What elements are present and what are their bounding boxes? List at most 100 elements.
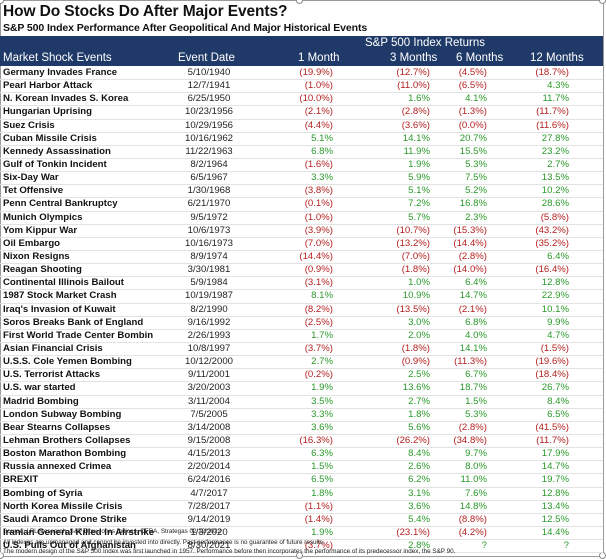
table-row: Six-Day War 6/5/1967 3.3% 5.9% 7.5% 13.5% bbox=[0, 172, 603, 186]
return-3-months: (1.8%) bbox=[401, 342, 430, 354]
event-name: 1987 Stock Market Crash bbox=[3, 290, 117, 302]
event-date: 8/2/1964 bbox=[190, 158, 228, 170]
return-6-months: (4.2%) bbox=[458, 526, 487, 538]
return-3-months: 1.9% bbox=[408, 158, 430, 170]
return-1-month: 8.1% bbox=[311, 290, 333, 302]
return-12-months: 9.9% bbox=[547, 316, 569, 328]
event-name: Oil Embargo bbox=[3, 237, 61, 249]
event-date: 8/9/1974 bbox=[190, 250, 228, 262]
return-12-months: 12.8% bbox=[541, 277, 569, 289]
event-date: 6/5/1967 bbox=[190, 172, 228, 184]
return-1-month: (10.0%) bbox=[299, 93, 333, 105]
event-date: 5/9/1984 bbox=[190, 277, 228, 289]
return-3-months: 5.6% bbox=[408, 421, 430, 433]
return-3-months: 2.0% bbox=[408, 329, 430, 341]
return-12-months: (18.4%) bbox=[535, 369, 569, 381]
event-name: Nixon Resigns bbox=[3, 250, 70, 262]
return-6-months: 6.8% bbox=[465, 316, 487, 328]
return-1-month: (16.3%) bbox=[299, 434, 333, 446]
resize-handle-top-left[interactable] bbox=[0, 0, 4, 4]
return-3-months: 10.9% bbox=[402, 290, 430, 302]
event-name: London Subway Bombing bbox=[3, 408, 122, 420]
return-1-month: 3.3% bbox=[311, 172, 333, 184]
event-name: U.S.S. Cole Yemen Bombing bbox=[3, 356, 132, 368]
header-12-months: 12 Months bbox=[530, 52, 584, 64]
return-3-months: 5.9% bbox=[408, 172, 430, 184]
return-3-months: (1.8%) bbox=[401, 264, 430, 276]
page-subtitle: S&P 500 Index Performance After Geopolit… bbox=[3, 22, 368, 34]
return-3-months: (12.7%) bbox=[396, 67, 430, 78]
return-1-month: 2.7% bbox=[311, 356, 333, 368]
event-name: U.S. Pulls Out of Afghanistan bbox=[3, 540, 136, 552]
event-date: 7/28/2017 bbox=[187, 500, 231, 512]
return-1-month: (8.2%) bbox=[304, 303, 333, 315]
return-12-months: 19.7% bbox=[541, 474, 569, 486]
footnote-disclaimer: All indexes are unmanaged and cannot be … bbox=[3, 539, 325, 546]
return-1-month: 6.3% bbox=[311, 448, 333, 460]
event-name: Munich Olympics bbox=[3, 211, 83, 223]
return-1-month: (3.7%) bbox=[304, 342, 333, 354]
return-1-month: (1.4%) bbox=[304, 513, 333, 525]
return-1-month: 5.1% bbox=[311, 132, 333, 144]
event-date: 10/16/1973 bbox=[184, 237, 233, 249]
header-1-month: 1 Month bbox=[298, 52, 340, 64]
event-date: 6/24/2016 bbox=[187, 474, 231, 486]
return-3-months: 5.1% bbox=[408, 185, 430, 197]
event-name: Yom Kippur War bbox=[3, 224, 78, 236]
event-name: Asian Financial Crisis bbox=[3, 342, 103, 354]
footnote-methodology: The modern design of the S&P 500 Index w… bbox=[3, 548, 456, 555]
event-date: 9/11/2001 bbox=[188, 369, 230, 381]
event-name: North Korea Missile Crisis bbox=[3, 500, 123, 512]
event-date: 1/3/2020 bbox=[190, 526, 228, 538]
return-1-month: (19.9%) bbox=[299, 67, 333, 78]
event-date: 1/30/1968 bbox=[187, 185, 231, 197]
return-3-months: 7.2% bbox=[408, 198, 430, 210]
event-date: 10/12/2000 bbox=[184, 356, 233, 368]
table-header: S&P 500 Index Returns Market Shock Event… bbox=[0, 36, 603, 66]
return-6-months: 14.8% bbox=[459, 500, 487, 512]
event-date: 8/2/1990 bbox=[190, 303, 228, 315]
table-row: Kennedy Assassination 11/22/1963 6.8% 11.9%… bbox=[0, 146, 603, 159]
event-name: BREXIT bbox=[3, 474, 39, 486]
event-name: Gulf of Tonkin Incident bbox=[3, 158, 107, 170]
return-12-months: (11.6%) bbox=[536, 119, 569, 131]
table-row: Saudi Aramco Drone Strike 9/14/2019 (1.4%)… bbox=[0, 514, 603, 527]
return-1-month: (3.8%) bbox=[304, 185, 333, 197]
return-6-months: (0.0%) bbox=[458, 119, 487, 131]
header-events: Market Shock Events bbox=[3, 52, 112, 64]
return-6-months: 14.1% bbox=[459, 342, 487, 354]
table-row: N. Korean Invades S. Korea 6/25/1950 (10.0… bbox=[0, 93, 603, 107]
header-group-label: S&P 500 Index Returns bbox=[365, 37, 485, 49]
resize-handle-top-center[interactable] bbox=[296, 0, 303, 4]
return-12-months: ? bbox=[563, 540, 569, 552]
return-1-month: 1.9% bbox=[311, 526, 333, 538]
return-6-months: 6.7% bbox=[465, 369, 487, 381]
return-1-month: (14.4%) bbox=[299, 250, 333, 262]
event-name: Six-Day War bbox=[3, 172, 59, 184]
table-row: 1987 Stock Market Crash 10/19/1987 8.1% 10.… bbox=[0, 290, 603, 304]
return-1-month: 1.5% bbox=[311, 461, 333, 473]
return-3-months: 13.6% bbox=[402, 382, 430, 394]
return-12-months: 14.4% bbox=[541, 526, 569, 538]
return-1-month: 3.3% bbox=[311, 408, 333, 420]
event-name: Russia annexed Crimea bbox=[3, 461, 112, 473]
return-12-months: 12.8% bbox=[541, 487, 569, 499]
event-date: 4/15/2013 bbox=[187, 448, 231, 460]
return-6-months: 5.3% bbox=[465, 408, 487, 420]
return-3-months: (3.6%) bbox=[401, 119, 430, 131]
table-row: U.S. Pulls Out of Afghanistan 8/30/2021 (3… bbox=[0, 540, 603, 554]
event-date: 2/26/1993 bbox=[187, 329, 231, 341]
return-6-months: (2.1%) bbox=[458, 303, 487, 315]
return-12-months: 6.4% bbox=[547, 250, 569, 262]
return-12-months: 13.4% bbox=[541, 500, 569, 512]
return-12-months: 4.3% bbox=[547, 80, 569, 92]
return-6-months: (14.0%) bbox=[453, 264, 487, 276]
resize-handle-top-right[interactable] bbox=[599, 0, 606, 4]
return-6-months: 15.5% bbox=[459, 145, 487, 157]
return-6-months: (15.3%) bbox=[453, 224, 487, 236]
event-name: Penn Central Bankruptcy bbox=[3, 198, 118, 210]
event-date: 8/30/2021 bbox=[187, 540, 231, 552]
event-date: 10/8/1997 bbox=[187, 342, 231, 354]
return-12-months: (16.4%) bbox=[535, 264, 569, 276]
return-12-months: (41.5%) bbox=[535, 421, 569, 433]
